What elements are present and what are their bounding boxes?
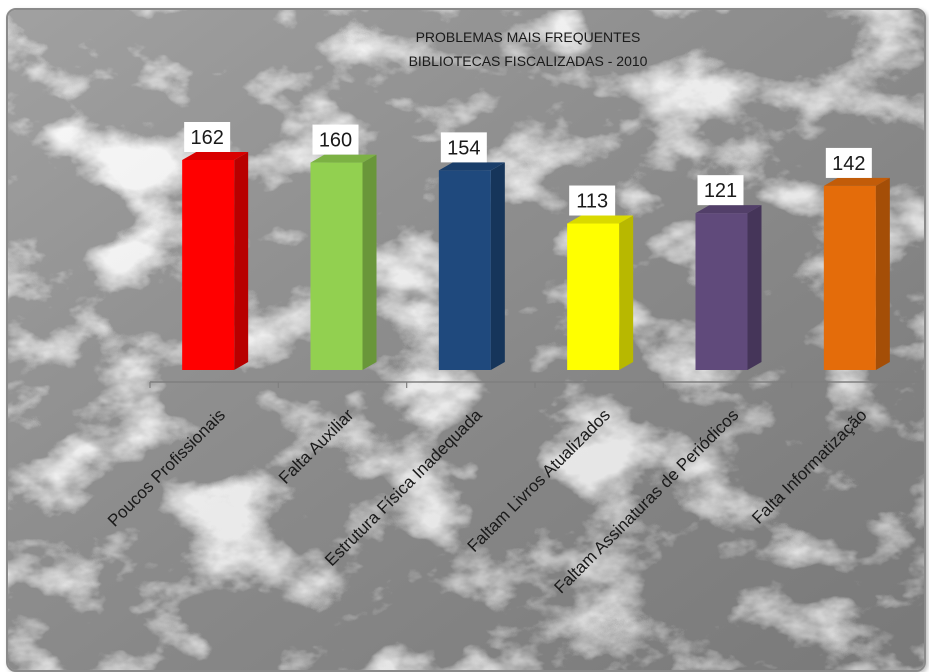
bar	[823, 177, 890, 370]
bar-side	[490, 162, 505, 370]
bar-top	[567, 215, 634, 224]
bar-side	[747, 205, 762, 370]
bar-front	[310, 162, 363, 370]
bar-front	[695, 213, 748, 370]
bar	[182, 152, 249, 370]
data-label: 142	[832, 153, 865, 175]
chart-subtitle: BIBLIOTECAS FISCALIZADAS - 2010	[409, 53, 648, 69]
bar-top	[310, 154, 377, 163]
bar-side	[362, 154, 377, 370]
bar	[310, 154, 377, 370]
bar-side	[875, 177, 890, 370]
bar-front	[823, 185, 876, 370]
bar-side	[619, 215, 634, 370]
data-label-box	[440, 132, 487, 163]
bar-side	[234, 152, 249, 370]
bar	[567, 215, 634, 370]
data-label: 113	[576, 191, 608, 213]
bar-front	[438, 170, 491, 370]
data-label-box	[312, 124, 359, 155]
bar-top	[695, 205, 762, 214]
bar-top	[823, 177, 890, 186]
chart-frame: PROBLEMAS MAIS FREQUENTES BIBLIOTECAS FI…	[6, 8, 926, 672]
bar-chart: PROBLEMAS MAIS FREQUENTES BIBLIOTECAS FI…	[8, 10, 924, 670]
data-label-box	[184, 122, 231, 152]
data-label: 154	[447, 137, 480, 159]
data-label-box	[697, 175, 744, 206]
data-label: 160	[319, 130, 352, 152]
bar-front	[182, 160, 235, 370]
chart-title: PROBLEMAS MAIS FREQUENTES	[416, 29, 641, 45]
bar-front	[567, 223, 620, 370]
data-label: 162	[190, 127, 223, 149]
bar	[438, 162, 505, 370]
data-label: 121	[704, 180, 737, 202]
data-label-box	[569, 185, 616, 216]
bar-top	[182, 152, 249, 160]
data-label-box	[825, 147, 872, 178]
bar	[695, 205, 762, 370]
bar-top	[438, 162, 505, 171]
